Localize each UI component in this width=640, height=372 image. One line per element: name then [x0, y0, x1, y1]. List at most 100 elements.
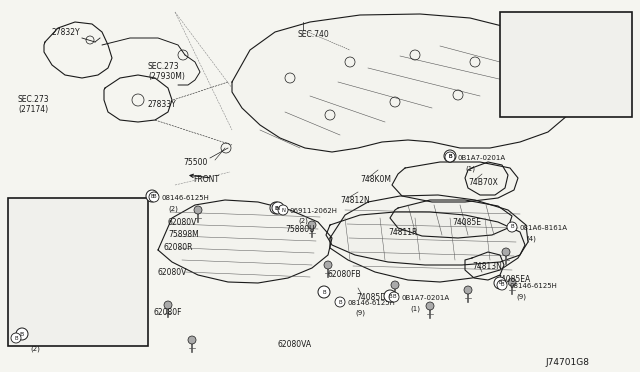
Circle shape — [494, 277, 506, 289]
Polygon shape — [330, 195, 528, 282]
Text: (1): (1) — [410, 305, 420, 311]
Circle shape — [146, 190, 158, 202]
Circle shape — [194, 206, 202, 214]
Circle shape — [384, 290, 396, 302]
Text: 0B1A7-0201A: 0B1A7-0201A — [401, 295, 449, 301]
Text: 748K0M: 748K0M — [360, 175, 391, 184]
Text: 081A6-8161A: 081A6-8161A — [519, 225, 567, 231]
Circle shape — [444, 150, 456, 162]
Text: 08146-6125H: 08146-6125H — [347, 300, 395, 306]
Text: 08146-6125H: 08146-6125H — [509, 283, 557, 289]
Text: 75893: 75893 — [516, 82, 540, 91]
Text: B: B — [448, 154, 452, 158]
Text: B: B — [152, 195, 156, 199]
Text: N: N — [281, 208, 285, 212]
Text: (9): (9) — [355, 310, 365, 317]
Text: 08146-6125H: 08146-6125H — [161, 195, 209, 201]
Text: 74811R: 74811R — [388, 228, 417, 237]
Polygon shape — [232, 14, 575, 152]
Text: B: B — [448, 154, 452, 160]
Polygon shape — [508, 44, 598, 78]
Text: 74085D: 74085D — [356, 293, 386, 302]
Text: 75898M: 75898M — [38, 320, 68, 329]
Text: (4): (4) — [526, 235, 536, 241]
Text: (1): (1) — [465, 165, 475, 171]
Circle shape — [308, 221, 316, 229]
Bar — [8, 198, 148, 346]
Text: (2): (2) — [30, 346, 40, 353]
Circle shape — [502, 248, 510, 256]
Text: 74085EA: 74085EA — [496, 275, 531, 284]
Circle shape — [272, 202, 284, 214]
Text: 74085E3: 74085E3 — [556, 100, 590, 109]
Polygon shape — [326, 212, 525, 265]
Text: 62080FB: 62080FB — [328, 270, 362, 279]
Text: B: B — [14, 336, 18, 340]
Circle shape — [188, 336, 196, 344]
Text: B: B — [322, 289, 326, 295]
Text: 74B70X: 74B70X — [468, 178, 498, 187]
Text: B: B — [274, 205, 278, 211]
Circle shape — [389, 292, 399, 302]
Text: (27174): (27174) — [18, 105, 48, 114]
Text: B: B — [498, 280, 502, 285]
Circle shape — [164, 301, 172, 309]
Circle shape — [426, 302, 434, 310]
Text: 74812N: 74812N — [340, 196, 370, 205]
Text: B: B — [500, 282, 504, 288]
Text: 74085E: 74085E — [452, 218, 481, 227]
Text: B: B — [20, 331, 24, 337]
Circle shape — [85, 265, 95, 275]
Circle shape — [324, 261, 332, 269]
Text: (2): (2) — [298, 218, 308, 224]
Circle shape — [270, 202, 282, 214]
Text: SEC.740: SEC.740 — [298, 30, 330, 39]
Text: 62080VA: 62080VA — [278, 340, 312, 349]
Text: 748K2: 748K2 — [528, 42, 552, 51]
Text: 08146-6125H: 08146-6125H — [23, 336, 71, 342]
Text: FRONT: FRONT — [193, 175, 219, 184]
Circle shape — [445, 152, 455, 162]
Text: 0B1A7-0201A: 0B1A7-0201A — [457, 155, 505, 161]
Circle shape — [16, 328, 28, 340]
Polygon shape — [22, 205, 135, 268]
Circle shape — [278, 205, 288, 215]
Text: SEC.273: SEC.273 — [148, 62, 180, 71]
Text: B: B — [510, 224, 514, 230]
Circle shape — [391, 281, 399, 289]
Text: 27833Y: 27833Y — [148, 100, 177, 109]
Polygon shape — [158, 200, 332, 283]
Circle shape — [149, 192, 159, 202]
Text: SEC.273: SEC.273 — [18, 95, 50, 104]
Text: 75500: 75500 — [183, 158, 207, 167]
Text: (2): (2) — [168, 205, 178, 212]
Text: 62080V: 62080V — [168, 218, 197, 227]
Circle shape — [318, 286, 330, 298]
Text: N: N — [276, 205, 280, 211]
Text: B: B — [338, 299, 342, 305]
Text: J74701G8: J74701G8 — [545, 358, 589, 367]
Circle shape — [11, 333, 21, 343]
Text: 74813N: 74813N — [472, 262, 502, 271]
Text: 2L TURBO: 2L TURBO — [510, 25, 557, 34]
Text: B: B — [392, 295, 396, 299]
Text: S.4WD: S.4WD — [28, 210, 58, 219]
Bar — [500, 12, 632, 117]
Text: 06911-2062H: 06911-2062H — [290, 208, 338, 214]
Text: (27930M): (27930M) — [148, 72, 185, 81]
Text: 62080V: 62080V — [158, 268, 188, 277]
Text: B: B — [388, 294, 392, 298]
Circle shape — [497, 280, 507, 290]
Circle shape — [543, 105, 553, 115]
Circle shape — [507, 222, 517, 232]
Polygon shape — [392, 162, 518, 202]
Text: 62080R: 62080R — [163, 243, 193, 252]
Circle shape — [464, 286, 472, 294]
Polygon shape — [390, 200, 512, 238]
Text: 62080F: 62080F — [153, 308, 182, 317]
Text: 75898M: 75898M — [168, 230, 199, 239]
Text: (9): (9) — [516, 293, 526, 299]
Text: B: B — [150, 193, 154, 199]
Circle shape — [508, 278, 516, 286]
Text: 75880U: 75880U — [285, 225, 315, 234]
